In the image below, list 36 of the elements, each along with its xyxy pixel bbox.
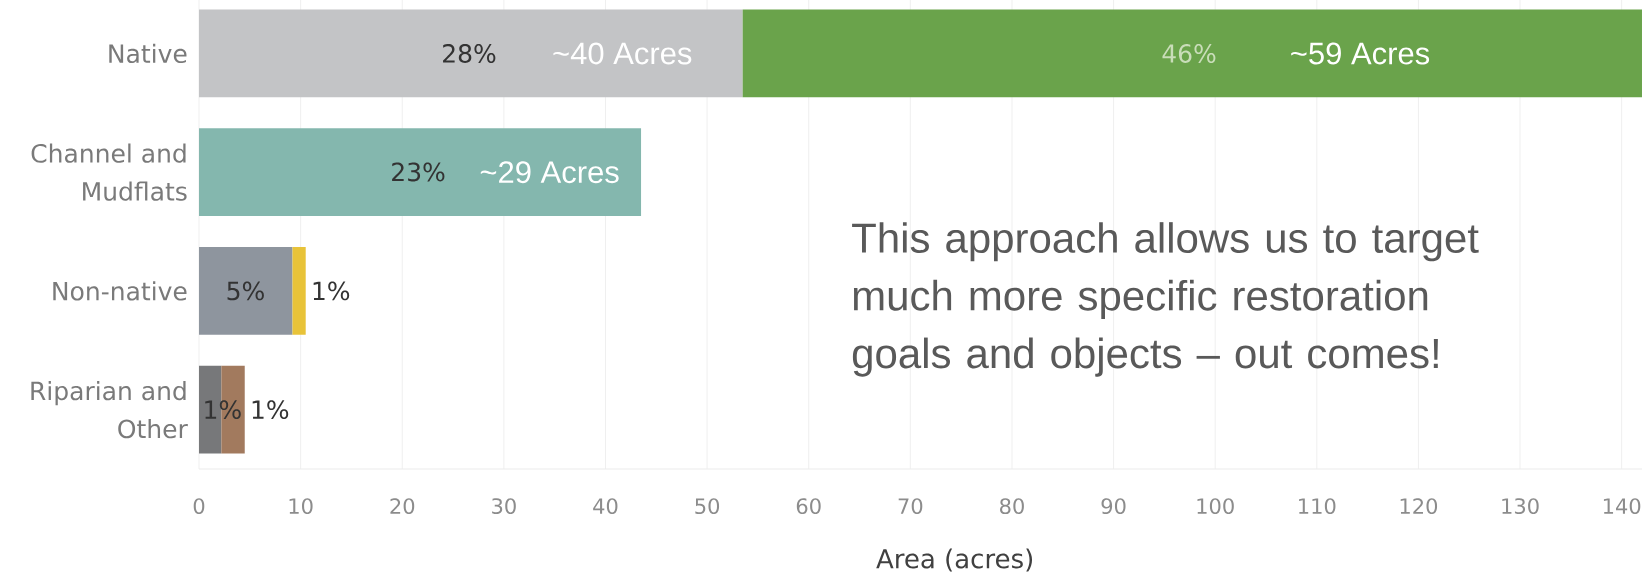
x-tick-label: 70 <box>898 498 923 515</box>
bar <box>292 246 306 335</box>
x-tick-label: 60 <box>796 498 821 515</box>
x-axis-title: Area (acres) <box>876 548 1033 572</box>
annotation: This approach allows us to target much more specific restoration goals and objects – out comes! <box>852 222 1479 377</box>
y-tick-label: Non-native <box>53 281 187 301</box>
x-tick-label: 30 <box>492 498 516 515</box>
x-tick-label: 100 <box>1197 498 1234 515</box>
x-tick-label: 130 <box>1502 498 1539 515</box>
annotation: 1% <box>252 400 289 420</box>
annotation: 28% <box>443 44 496 63</box>
y-tick-label: Channel and Mudflats <box>31 143 187 201</box>
y-tick-label: Native <box>109 43 187 64</box>
annotation: 1% <box>313 281 350 301</box>
x-tick-label: 20 <box>390 498 415 515</box>
bar <box>742 9 1642 98</box>
x-tick-label: 90 <box>1101 498 1126 515</box>
x-tick-label: 140 <box>1603 498 1641 515</box>
annotation: ~29 Acres <box>480 161 619 184</box>
x-tick-label: 80 <box>1000 498 1024 515</box>
x-tick-label: 40 <box>593 498 618 515</box>
y-tick-label: Riparian and Other <box>31 380 188 439</box>
bar <box>199 128 642 217</box>
x-tick-label: 10 <box>289 498 313 515</box>
x-tick-label: 120 <box>1400 498 1438 515</box>
annotation: ~40 Acres <box>553 42 692 65</box>
x-tick-label: 0 <box>193 498 205 515</box>
x-tick-label: 50 <box>695 498 720 515</box>
x-tick-label: 110 <box>1299 498 1336 515</box>
annotation: 23% <box>392 162 445 182</box>
annotation: 5% <box>227 281 264 301</box>
annotation: 1% <box>205 400 241 420</box>
annotation: 46% <box>1162 44 1216 63</box>
annotation: ~59 Acres <box>1291 42 1430 65</box>
bar <box>199 9 743 98</box>
bar <box>199 246 293 335</box>
